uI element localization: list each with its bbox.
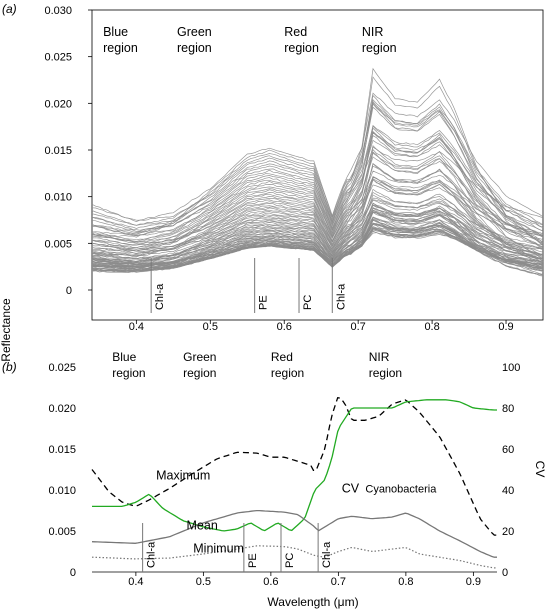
panel-a-frame bbox=[91, 9, 544, 321]
panel-a-y-tick-label: 0.010 bbox=[44, 192, 72, 204]
panel-b-region-label: Blue bbox=[112, 350, 136, 364]
panel-a-region-label: Green bbox=[177, 25, 212, 39]
x-axis-label: Wavelength (μm) bbox=[267, 595, 358, 609]
panel-a-x-tick-label: 0.7 bbox=[351, 321, 366, 333]
panel-b-cv-tick-label: 100 bbox=[502, 362, 520, 374]
panel-b-y-tick-label: 0 bbox=[70, 567, 76, 579]
panel-b-annotation: Maximum bbox=[156, 468, 210, 482]
panel-a-spectrum-line bbox=[91, 170, 544, 246]
panel-a-y-tick-label: 0.030 bbox=[44, 5, 72, 17]
panel-b-series-cv bbox=[92, 399, 497, 532]
panel-b-region-label: Green bbox=[183, 350, 216, 364]
panel-b-series-mean bbox=[91, 509, 497, 558]
panel-a-spectrum-line bbox=[91, 223, 544, 270]
panel-a-spectrum-line bbox=[91, 152, 544, 252]
panel-b-cv-tick-label: 60 bbox=[502, 444, 514, 456]
panel-b-region-label: region bbox=[369, 366, 402, 380]
panel-b-region-label: NIR bbox=[369, 350, 390, 364]
panel-b-region-label: Red bbox=[271, 350, 293, 364]
panel-b-y-tick-label: 0.005 bbox=[48, 526, 76, 538]
panel-a-pigment-label: Chl-a bbox=[154, 283, 166, 310]
panel-a-region-label: region bbox=[103, 41, 138, 55]
panel-b-annotation: CV bbox=[342, 481, 360, 495]
panel-a-spectrum-line bbox=[91, 92, 544, 221]
panel-a-spectrum-line bbox=[91, 125, 544, 242]
panel-a-x-tick-label: 0.6 bbox=[277, 321, 292, 333]
panel-a-spectrum-line bbox=[91, 103, 544, 246]
panel-a-spectrum-line bbox=[91, 100, 544, 228]
panel-a-spectrum-line bbox=[91, 146, 544, 236]
panel-a-spectrum-line bbox=[91, 176, 544, 256]
panel-a-x-tick-label: 0.8 bbox=[424, 321, 439, 333]
panel-a-spectrum-line bbox=[91, 199, 544, 260]
panel-a-spectrum-line bbox=[91, 131, 544, 243]
panel-a-y-tick-label: 0.015 bbox=[44, 145, 72, 157]
panel-b-region-label: region bbox=[271, 366, 304, 380]
panel-a-x-tick-label: 0.4 bbox=[129, 321, 144, 333]
panel-b-cv-tick-label: 80 bbox=[502, 403, 514, 415]
panel-b-region-label: region bbox=[112, 366, 145, 380]
panel-b-cv-tick-label: 20 bbox=[502, 526, 514, 538]
panel-b-y-tick-label: 0.020 bbox=[48, 403, 76, 415]
panel-a-spectrum-line bbox=[91, 106, 544, 238]
panel-b-y-tick-label: 0.025 bbox=[48, 362, 76, 374]
panel-a-region-label: Red bbox=[284, 25, 307, 39]
panel-a-x-tick-label: 0.5 bbox=[203, 321, 218, 333]
panel-b-x-tick-label: 0.4 bbox=[128, 576, 143, 588]
panel-a-spectrum-line bbox=[91, 206, 544, 275]
panel-a-pigment-label: PE bbox=[258, 295, 270, 310]
panel-a-region-label: region bbox=[284, 41, 319, 55]
panel-a-region-label: NIR bbox=[362, 25, 384, 39]
panel-b-cv-tick-label: 0 bbox=[502, 567, 508, 579]
panel-b-region-label: region bbox=[183, 366, 216, 380]
panel-a-spectrum-line bbox=[91, 135, 544, 248]
panel-a-spectrum-line bbox=[91, 211, 544, 267]
panel-a-pigment-label: PC bbox=[302, 295, 314, 310]
panel-b-pigment-label: PC bbox=[284, 553, 296, 568]
panel-a-y-tick-label: 0.005 bbox=[44, 238, 72, 250]
panel-b-x-tick-label: 0.6 bbox=[263, 576, 278, 588]
panel-a-spectrum-line bbox=[91, 76, 544, 244]
panel-b-pigment-label: PE bbox=[247, 553, 259, 568]
panel-a-y-tick-label: 0.020 bbox=[44, 98, 72, 110]
panel-a-label: (a) bbox=[2, 2, 17, 16]
panel-b-pigment-label: Chl-a bbox=[146, 541, 158, 568]
panel-a-spectrum-line bbox=[91, 209, 544, 264]
panel-a-spectrum-line bbox=[91, 98, 544, 226]
panel-b-x-tick-label: 0.8 bbox=[398, 576, 413, 588]
panel-b-annotation: Cyanobacteria bbox=[365, 483, 437, 495]
panel-a-y-tick-label: 0 bbox=[66, 285, 72, 297]
panel-b-label: (b) bbox=[2, 360, 17, 374]
y-axis-label: Reflectance bbox=[0, 298, 13, 362]
panel-b-series-maximum bbox=[91, 396, 497, 536]
panel-b-cv-tick-label: 40 bbox=[502, 485, 514, 497]
panel-a-region-label: Blue bbox=[103, 25, 128, 39]
panel-a-x-tick-label: 0.9 bbox=[498, 321, 513, 333]
panel-b-chart: 0 0.005 0.010 0.015 0.020 0.025 0 20 40 60 80 100 0.… bbox=[48, 350, 520, 588]
panel-a-spectrum-line bbox=[91, 67, 544, 246]
panel-b-x-tick-label: 0.7 bbox=[331, 576, 346, 588]
panel-a-spectrum-line bbox=[91, 130, 544, 247]
panel-b-annotation: Mean bbox=[187, 518, 218, 532]
panel-a-pigment-label: Chl-a bbox=[335, 283, 347, 310]
panel-a-y-tick-label: 0.025 bbox=[44, 52, 72, 64]
panel-b-x-tick-label: 0.9 bbox=[466, 576, 481, 588]
panel-a-spectrum-line bbox=[91, 144, 544, 256]
panel-b-right-axis-label: CV bbox=[533, 461, 546, 478]
panel-b-y-tick-label: 0.010 bbox=[48, 485, 76, 497]
panel-a-spectrum-line bbox=[91, 94, 544, 245]
panel-a-chart: 0 0.005 0.010 0.015 0.020 0.025 0.030 0.4 0.5 0.6… bbox=[44, 5, 544, 333]
panel-a-spectrum-line bbox=[91, 178, 544, 257]
panel-a-spectrum-line bbox=[91, 199, 543, 263]
panel-b-annotation: Minimum bbox=[193, 541, 244, 555]
panel-b-series-minimum bbox=[91, 545, 497, 569]
panel-b-y-tick-label: 0.015 bbox=[48, 444, 76, 456]
panel-b-pigment-label: Chl-a bbox=[321, 541, 333, 568]
panel-b-x-tick-label: 0.5 bbox=[196, 576, 211, 588]
panel-a-region-label: region bbox=[177, 41, 212, 55]
panel-a-region-label: region bbox=[362, 41, 397, 55]
panel-a-spectrum-line bbox=[91, 208, 544, 263]
panel-a-spectrum-line bbox=[91, 192, 544, 259]
